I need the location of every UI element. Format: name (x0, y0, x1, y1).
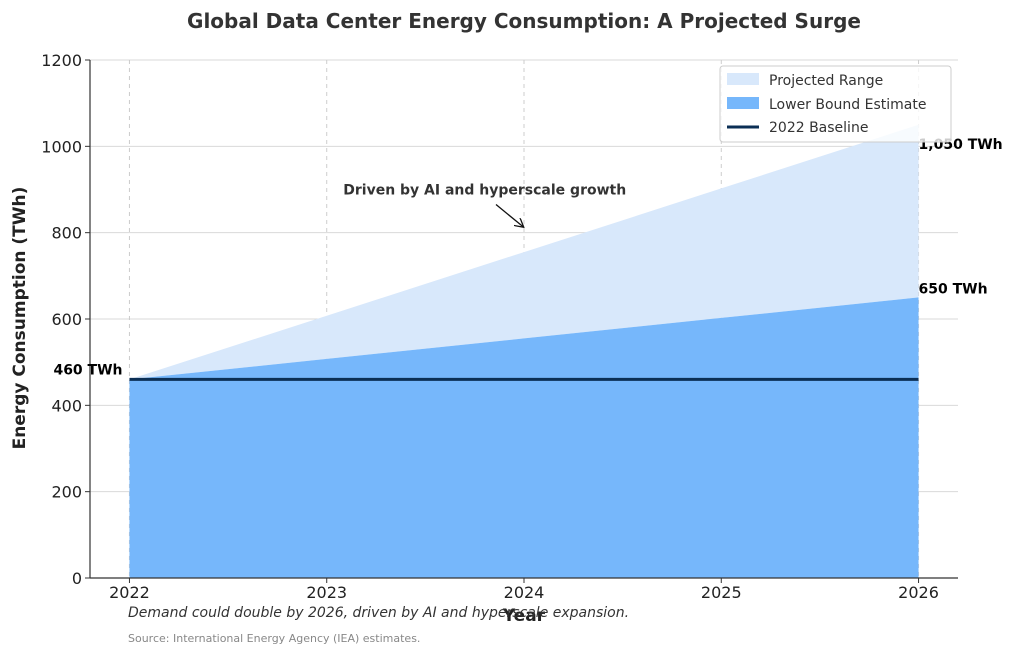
x-tick-label-2025: 2025 (701, 583, 742, 602)
y-tick-label-400: 400 (51, 396, 82, 415)
projected-range-area (129, 124, 919, 380)
x-tick-label-2023: 2023 (306, 583, 347, 602)
chart-title: Global Data Center Energy Consumption: A… (187, 9, 861, 33)
y-tick-label-800: 800 (51, 224, 82, 243)
legend-swatch-lower-bound (727, 97, 759, 109)
data-label-460: 460 TWh (53, 362, 122, 378)
lower-bound-area (129, 297, 919, 578)
x-axis-label: Year (502, 606, 546, 626)
legend: Projected Range Lower Bound Estimate 202… (719, 65, 952, 143)
annotation-arrow (495, 203, 523, 227)
legend-label-baseline: 2022 Baseline (769, 120, 868, 136)
y-tick-label-1000: 1000 (41, 137, 82, 156)
y-tick-label-600: 600 (51, 310, 82, 329)
x-tick-label-2024: 2024 (504, 583, 545, 602)
data-label-650: 650 TWh (919, 281, 988, 297)
x-tick-label-2026: 2026 (898, 583, 939, 602)
y-tick-label-1200: 1200 (41, 51, 82, 70)
y-tick-label-200: 200 (51, 483, 82, 502)
legend-label-projected-range: Projected Range (769, 73, 883, 89)
caption: Demand could double by 2026, driven by A… (128, 605, 629, 621)
y-axis-label: Energy Consumption (TWh) (10, 187, 30, 450)
legend-label-lower-bound: Lower Bound Estimate (769, 97, 926, 113)
x-tick-label-2022: 2022 (109, 583, 150, 602)
annotation-text: Driven by AI and hyperscale growth (343, 183, 626, 199)
legend-swatch-projected-range (727, 73, 759, 85)
legend-box (719, 65, 952, 143)
source-note: Source: International Energy Agency (IEA… (128, 632, 420, 645)
x-ticks: 2022 2023 2024 2025 2026 (109, 578, 939, 602)
y-ticks: 0 200 400 600 800 1000 1200 (41, 51, 90, 588)
y-tick-label-0: 0 (72, 569, 82, 588)
